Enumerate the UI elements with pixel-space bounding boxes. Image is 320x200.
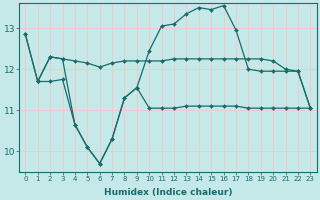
X-axis label: Humidex (Indice chaleur): Humidex (Indice chaleur)	[104, 188, 232, 197]
